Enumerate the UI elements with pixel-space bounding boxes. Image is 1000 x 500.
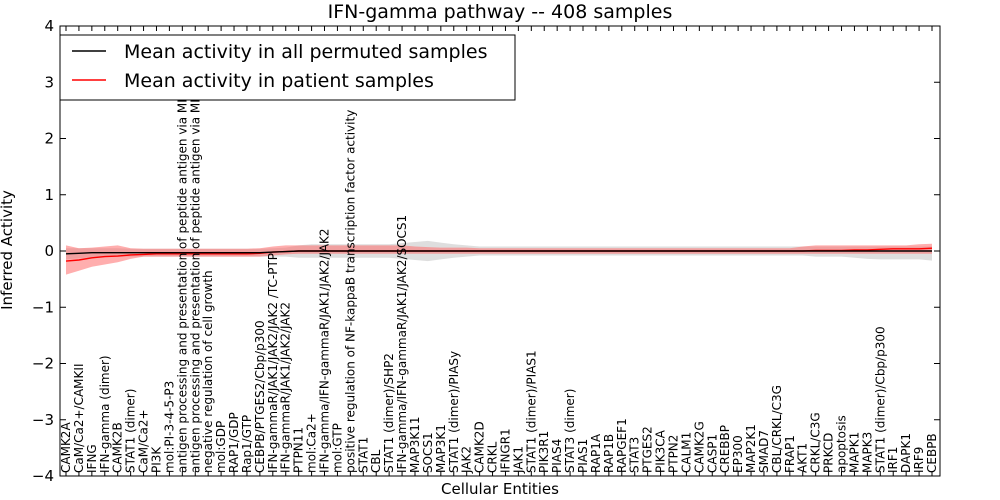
legend-label-permuted: Mean activity in all permuted samples	[124, 41, 487, 63]
y-tick-label: 3	[44, 73, 54, 91]
x-category-label: IFN-gamma/IFN-gammaR/JAK1/JAK2/SOCS1	[395, 215, 409, 473]
x-axis-title: Cellular Entities	[441, 480, 559, 498]
x-category-label: PTGES2	[641, 426, 655, 473]
x-category-label: STAT1 (dimer)/PIAS1	[524, 350, 538, 473]
x-category-label: MAPK3	[860, 432, 874, 473]
x-category-label: SMAD7	[757, 430, 771, 473]
x-ticks	[65, 26, 933, 476]
x-category-label: Rap1/GTP	[240, 415, 254, 473]
x-category-label: FRAP1	[783, 435, 797, 473]
x-category-label: STAT1 (dimer)/SHP2	[382, 353, 396, 473]
x-category-label: CAMK2G	[692, 421, 706, 473]
x-category-label: CAMK2B	[111, 422, 125, 473]
x-category-label: CaM/Ca2+/CAMKII	[72, 364, 86, 473]
y-tick-label: 4	[44, 17, 54, 35]
y-tick-label: −3	[32, 411, 54, 429]
x-category-label: CEBPB/PTGES2/Cbp/p300	[253, 320, 267, 473]
x-category-label: SOCS1	[421, 432, 435, 473]
x-category-label: PIK3R1	[537, 431, 551, 473]
chart-title: IFN-gamma pathway -- 408 samples	[328, 1, 673, 23]
x-category-label: CREBBP	[718, 425, 732, 473]
x-category-label: RAP1A	[589, 433, 603, 473]
x-category-label: MAP3K1	[434, 424, 448, 473]
x-category-label: CBL/CRKL/C3G	[770, 385, 784, 473]
x-category-label: CBL	[369, 449, 383, 473]
legend-box	[59, 34, 516, 101]
x-category-label: apoptosis	[835, 415, 849, 473]
x-category-label: RAPGEF1	[615, 418, 629, 473]
x-category-label: JAK1	[511, 446, 525, 474]
x-category-label: IFN-gammaR/JAK1/JAK2/JAK2 /TC-PTP	[266, 253, 280, 473]
x-category-label: PTPN2	[667, 435, 681, 473]
x-category-label: negative regulation of cell growth	[201, 270, 215, 473]
line-series-0	[65, 250, 932, 255]
x-category-label: mol:PI-3-4-5-P3	[162, 381, 176, 473]
x-category-label: CRKL/C3G	[809, 412, 823, 473]
x-category-label: CAMK2D	[473, 421, 487, 473]
y-tick-label: 2	[44, 130, 54, 148]
y-axis-title: Inferred Activity	[0, 190, 16, 310]
x-category-label: PIAS4	[550, 439, 564, 473]
x-category-label: STAT1 (dimer)/PIASy	[447, 351, 461, 473]
x-category-label: antigen processing and presentation of p…	[175, 44, 189, 473]
x-category-label: STAT1	[356, 437, 370, 473]
x-category-label: CASP1	[705, 434, 719, 473]
x-category-label: DAPK1	[899, 433, 913, 473]
x-category-label: PIAS1	[576, 439, 590, 473]
x-category-label: mol:GTP	[330, 423, 344, 473]
x-category-label: CALM1	[679, 432, 693, 473]
x-category-label: PTPN11	[292, 427, 306, 473]
x-category-label: MAP3K11	[408, 416, 422, 473]
x-category-label: IRF9	[912, 447, 926, 473]
x-category-label: IFN-gamma (dimer)	[98, 355, 112, 473]
x-category-label: CEBPB	[925, 433, 939, 473]
x-category-label: mol:GDP	[214, 421, 228, 473]
y-tick-label: 1	[44, 186, 54, 204]
x-category-label: MAP2K1	[744, 424, 758, 473]
x-category-label: IFN-gammaR/JAK1/JAK2/JAK2	[279, 302, 293, 473]
x-category-label: STAT1 (dimer)	[124, 389, 138, 473]
x-category-label: CaM/Ca2+	[137, 409, 151, 473]
legend-label-patient: Mean activity in patient samples	[124, 70, 434, 92]
y-tick-label: −2	[32, 355, 54, 373]
x-category-label: EP300	[731, 435, 745, 473]
x-category-label: PIK3CA	[654, 429, 668, 473]
plot-frame	[59, 25, 941, 477]
x-category-label: PRKCD	[822, 433, 836, 473]
x-category-label: STAT1 (dimer)/Cbp/p300	[873, 326, 887, 473]
y-tick-label: −1	[32, 298, 54, 316]
x-category-label: antigen processing and presentation of p…	[188, 41, 202, 473]
x-category-label: IFN-gamma/IFN-gammaR/JAK1/JAK2/JAK2	[318, 228, 332, 473]
x-category-label: CAMK2A	[59, 422, 73, 473]
x-category-label: IFNG	[85, 444, 99, 473]
x-category-label: PI3K	[150, 446, 164, 473]
x-category-label: MAPK1	[847, 432, 861, 473]
x-category-label: mol:Ca2+	[305, 413, 319, 473]
x-category-label: CRKL	[486, 441, 500, 473]
y-tick-labels: −4 −3 −2 −1 0 1 2 3 4	[32, 17, 54, 485]
x-category-label: IRF1	[886, 447, 900, 473]
y-tick-label: −4	[32, 467, 54, 485]
x-category-label: RAP1B	[602, 434, 616, 473]
x-category-label: JAK2	[460, 446, 474, 474]
x-category-label: STAT3	[628, 437, 642, 473]
x-category-label: positive regulation of NF-kappaB transcr…	[343, 110, 357, 473]
x-category-label: AKT1	[796, 443, 810, 473]
legend: Mean activity in all permuted samples Me…	[59, 34, 516, 101]
x-category-label: RAP1/GDP	[227, 412, 241, 473]
series-lines	[65, 247, 933, 262]
x-category-label: STAT3 (dimer)	[563, 389, 577, 473]
x-category-label: IFNGR1	[499, 428, 513, 473]
y-tick-label: 0	[44, 242, 54, 260]
